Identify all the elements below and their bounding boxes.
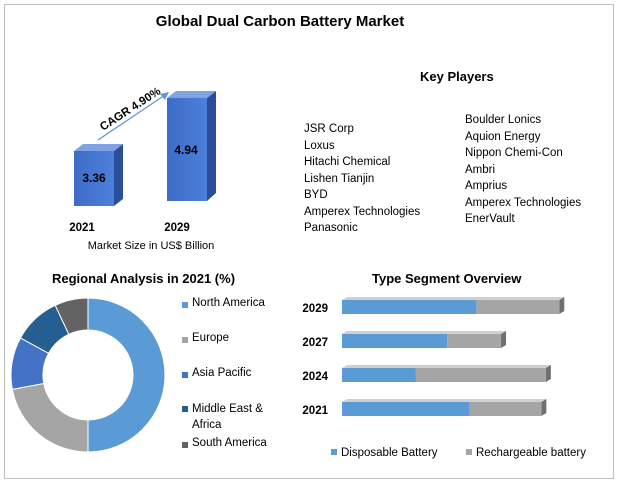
- legend-swatch: [182, 406, 188, 412]
- player-panasonic: Panasonic: [304, 222, 358, 234]
- legend-swatch: [182, 302, 188, 308]
- legend-label: North America: [192, 297, 265, 309]
- cagr-arrow-head: [160, 92, 169, 100]
- player-amperex-technologies-2: Amperex Technologies: [465, 196, 582, 209]
- bar-top-2027: [342, 331, 507, 334]
- legend-swatch-rechargeable: [466, 449, 472, 455]
- bar-top-2024: [342, 365, 551, 368]
- bar-side-2021: [541, 399, 547, 416]
- legend-label: South America: [192, 437, 267, 449]
- legend-swatch: [182, 442, 188, 448]
- bar-2029-side: [207, 91, 216, 201]
- player-enervault: EnerVault: [465, 213, 515, 225]
- legend-label: Middle East & Africa: [192, 403, 263, 431]
- page-title: Global Dual Carbon Battery Market: [155, 13, 405, 30]
- bar-disposable-2021: [342, 402, 470, 416]
- donut-slice-europe: [11, 382, 89, 453]
- bar-2029-top: [167, 91, 216, 98]
- key-players-title: Key Players: [420, 69, 494, 84]
- legend-label-disposable: Disposable Battery: [341, 447, 438, 459]
- bar-rechargeable-2027: [447, 334, 502, 348]
- bar-side-2024: [545, 365, 551, 382]
- bar-disposable-2029: [342, 300, 477, 314]
- category-label-2027: 2027: [302, 337, 328, 349]
- bar-2029-category: 2029: [164, 222, 190, 234]
- bar-top-2021: [342, 399, 547, 402]
- legend-swatch: [182, 372, 188, 378]
- player-nippon-chemi-con: Nippon Chemi-Con: [465, 147, 563, 159]
- category-label-2024: 2024: [302, 371, 328, 383]
- regional-donut-chart: [10, 297, 166, 453]
- category-label-2021: 2021: [302, 405, 328, 417]
- player-boulder-lonics: Boulder Lonics: [465, 114, 542, 126]
- bar-rechargeable-2021: [469, 402, 542, 416]
- player-ambri: Ambri: [465, 163, 496, 176]
- type-segment-title: Type Segment Overview: [372, 271, 522, 286]
- bar-side-2029: [559, 297, 565, 314]
- player-byd: BYD: [304, 189, 328, 201]
- bar-rechargeable-2024: [415, 368, 546, 382]
- cagr-label: CAGR 4.90%: [98, 86, 163, 134]
- legend-label: Europe: [192, 332, 230, 344]
- key-players-left-list: JSR Corp Loxus Hitachi Chemical Lishen T…: [304, 121, 420, 237]
- legend-swatch: [182, 337, 188, 343]
- bar-2029: [167, 98, 207, 201]
- bar-2029-value: 4.94: [174, 143, 198, 157]
- legend-swatch-disposable: [331, 449, 337, 455]
- market-size-axis-label: Market Size in US$ Billion: [88, 240, 215, 252]
- category-label-2029: 2029: [302, 303, 328, 315]
- bar-2021: [74, 151, 114, 206]
- player-hitachi-chemical: Hitachi Chemical: [304, 156, 391, 168]
- bar-top-2029: [342, 297, 565, 300]
- cagr-arrow: [97, 94, 166, 141]
- player-jsr-corp: JSR Corp: [304, 123, 354, 135]
- player-amprius: Amprius: [465, 180, 508, 192]
- infographic-frame: [4, 4, 614, 479]
- legend-label-rechargeable: Rechargeable battery: [476, 447, 586, 459]
- bar-2021-value: 3.36: [82, 171, 106, 185]
- key-players-right-list: Boulder Lonics Aquion Energy Nippon Chem…: [465, 112, 581, 228]
- bar-2021-top: [74, 144, 123, 151]
- regional-title: Regional Analysis in 2021 (%): [52, 271, 236, 286]
- bar-side-2027: [501, 331, 507, 348]
- bar-disposable-2024: [342, 368, 416, 382]
- type-segment-chart: 2029 2027 2024 2021 Disposable Battery Rech…: [302, 297, 586, 459]
- bar-2021-side: [114, 144, 123, 206]
- bar-disposable-2027: [342, 334, 448, 348]
- player-aquion-energy: Aquion Energy: [465, 130, 541, 143]
- donut-slice-north-america: [87, 297, 166, 453]
- bar-2021-category: 2021: [69, 222, 95, 234]
- bar-rechargeable-2029: [476, 300, 560, 314]
- player-loxus: Loxus: [304, 139, 335, 152]
- player-amperex-technologies: Amperex Technologies: [304, 205, 421, 218]
- donut-slice-south-america: [54, 297, 89, 335]
- player-lishen-tianjin: Lishen Tianjin: [304, 172, 375, 185]
- legend-label: Asia Pacific: [192, 367, 252, 379]
